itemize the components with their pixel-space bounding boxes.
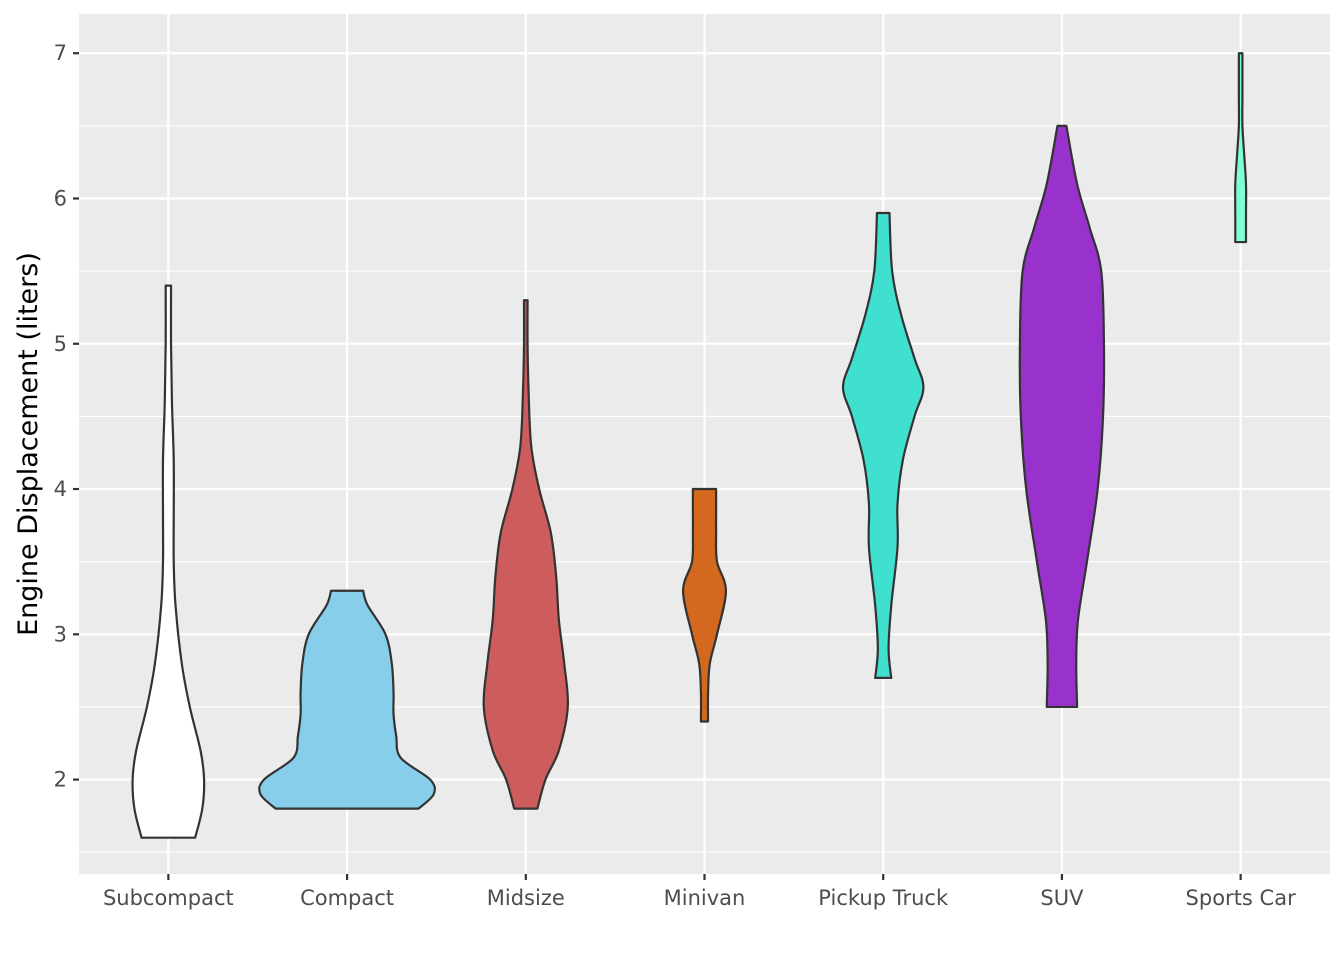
y-axis-title: Engine Displacement (liters) bbox=[13, 252, 44, 636]
y-tick-label: 4 bbox=[54, 477, 67, 501]
x-tick-label: Subcompact bbox=[103, 886, 234, 910]
x-tick-label: Sports Car bbox=[1186, 886, 1297, 910]
violins bbox=[131, 52, 1248, 839]
x-tick-label: SUV bbox=[1040, 886, 1084, 910]
violin-minivan bbox=[681, 487, 728, 723]
x-tick-label: Midsize bbox=[487, 886, 565, 910]
y-tick-label: 2 bbox=[54, 768, 67, 792]
violin-suv bbox=[1018, 124, 1106, 709]
violin-subcompact bbox=[131, 284, 206, 839]
y-tick-label: 3 bbox=[54, 622, 67, 646]
violin-sports-car bbox=[1234, 52, 1248, 244]
violin-pickup-truck bbox=[841, 211, 925, 679]
x-axis: Subcompact Compact Midsize Minivan Pickup Tr… bbox=[103, 874, 1296, 910]
y-axis: 2 3 4 5 6 7 bbox=[54, 41, 79, 792]
violin-compact bbox=[258, 589, 437, 810]
y-tick-label: 5 bbox=[54, 332, 67, 356]
violin-midsize bbox=[482, 299, 570, 810]
x-tick-label: Pickup Truck bbox=[818, 886, 949, 910]
x-tick-label: Compact bbox=[300, 886, 394, 910]
x-tick-label: Minivan bbox=[664, 886, 746, 910]
y-tick-label: 6 bbox=[54, 186, 67, 210]
y-tick-label: 7 bbox=[54, 41, 67, 65]
